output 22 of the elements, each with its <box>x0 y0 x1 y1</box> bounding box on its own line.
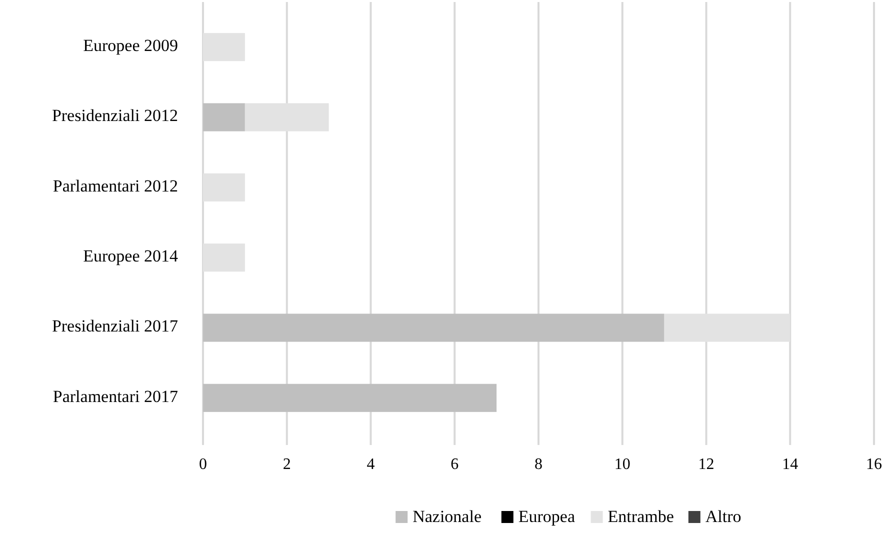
legend-label: Altro <box>705 507 742 526</box>
legend-label: Entrambe <box>608 507 674 526</box>
y-tick-label: Presidenziali 2012 <box>52 106 178 126</box>
x-tick-label: 2 <box>282 456 291 473</box>
x-tick-label: 4 <box>366 456 375 473</box>
y-tick-label: Parlamentari 2012 <box>52 176 178 196</box>
legend-label: Europea <box>518 507 576 526</box>
bar <box>203 103 245 132</box>
y-tick-label: Europee 2009 <box>83 36 178 55</box>
x-tick-label: 6 <box>450 456 459 473</box>
bar <box>203 314 664 342</box>
x-tick-label: 16 <box>866 456 882 473</box>
bar <box>203 384 497 412</box>
x-tick-label: 8 <box>534 456 542 473</box>
x-tick-label: 0 <box>199 456 207 473</box>
legend-label: Nazionale <box>412 507 482 526</box>
x-tick-label: 12 <box>698 456 714 473</box>
x-tick-label: 10 <box>614 456 630 473</box>
x-tick-label: 14 <box>782 456 798 473</box>
y-tick-label: Europee 2014 <box>83 246 178 266</box>
y-tick-label: Presidenziali 2017 <box>52 316 178 336</box>
y-tick-label: Parlamentari 2017 <box>52 386 178 406</box>
